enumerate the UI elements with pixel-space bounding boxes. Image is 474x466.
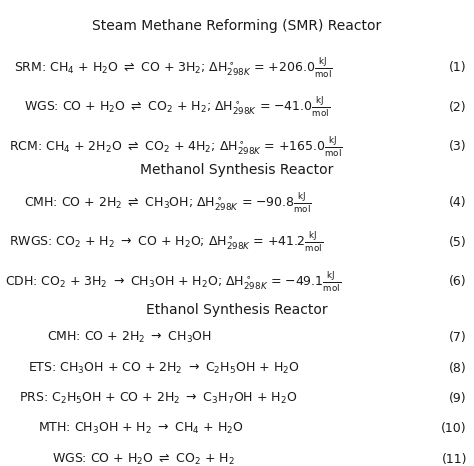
Text: (3): (3) <box>449 140 467 153</box>
Text: (1): (1) <box>449 61 467 74</box>
Text: ETS: CH$_3$OH + CO + 2H$_2$ $\rightarrow$ C$_2$H$_5$OH + H$_2$O: ETS: CH$_3$OH + CO + 2H$_2$ $\rightarrow… <box>28 361 300 376</box>
Text: (8): (8) <box>449 362 467 375</box>
Text: WGS: CO + H$_2$O $\rightleftharpoons$ CO$_2$ + H$_2$: WGS: CO + H$_2$O $\rightleftharpoons$ CO… <box>52 452 235 466</box>
Text: (2): (2) <box>449 101 467 114</box>
Text: SRM: CH$_4$ + H$_2$O $\rightleftharpoons$ CO + 3H$_2$; ΔH$^\circ_{298K}$ = +206.: SRM: CH$_4$ + H$_2$O $\rightleftharpoons… <box>14 55 333 80</box>
Text: (4): (4) <box>449 196 467 209</box>
Text: PRS: C$_2$H$_5$OH + CO + 2H$_2$ $\rightarrow$ C$_3$H$_7$OH + H$_2$O: PRS: C$_2$H$_5$OH + CO + 2H$_2$ $\righta… <box>19 391 297 406</box>
Text: RWGS: CO$_2$ + H$_2$ $\rightarrow$ CO + H$_2$O; ΔH$^\circ_{298K}$ = +41.2$\frac{: RWGS: CO$_2$ + H$_2$ $\rightarrow$ CO + … <box>9 230 324 254</box>
Text: MTH: CH$_3$OH + H$_2$ $\rightarrow$ CH$_4$ + H$_2$O: MTH: CH$_3$OH + H$_2$ $\rightarrow$ CH$_… <box>38 421 244 436</box>
Text: (6): (6) <box>449 275 467 288</box>
Text: CMH: CO + 2H$_2$ $\rightleftharpoons$ CH$_3$OH; ΔH$^\circ_{298K}$ = −90.8$\frac{: CMH: CO + 2H$_2$ $\rightleftharpoons$ CH… <box>24 191 311 215</box>
Text: Ethanol Synthesis Reactor: Ethanol Synthesis Reactor <box>146 303 328 317</box>
Text: Methanol Synthesis Reactor: Methanol Synthesis Reactor <box>140 163 334 177</box>
Text: Steam Methane Reforming (SMR) Reactor: Steam Methane Reforming (SMR) Reactor <box>92 19 382 33</box>
Text: CDH: CO$_2$ + 3H$_2$ $\rightarrow$ CH$_3$OH + H$_2$O; ΔH$^\circ_{298K}$ = −49.1$: CDH: CO$_2$ + 3H$_2$ $\rightarrow$ CH$_3… <box>5 270 341 294</box>
Text: (5): (5) <box>449 236 467 249</box>
Text: RCM: CH$_4$ + 2H$_2$O $\rightleftharpoons$ CO$_2$ + 4H$_2$; ΔH$^\circ_{298K}$ = : RCM: CH$_4$ + 2H$_2$O $\rightleftharpoon… <box>9 135 343 159</box>
Text: (9): (9) <box>449 392 467 405</box>
Text: (10): (10) <box>441 422 467 435</box>
Text: (11): (11) <box>441 452 467 466</box>
Text: CMH: CO + 2H$_2$ $\rightarrow$ CH$_3$OH: CMH: CO + 2H$_2$ $\rightarrow$ CH$_3$OH <box>47 330 212 345</box>
Text: (7): (7) <box>449 331 467 344</box>
Text: WGS: CO + H$_2$O $\rightleftharpoons$ CO$_2$ + H$_2$; ΔH$^\circ_{298K}$ = −41.0$: WGS: CO + H$_2$O $\rightleftharpoons$ CO… <box>24 95 330 119</box>
